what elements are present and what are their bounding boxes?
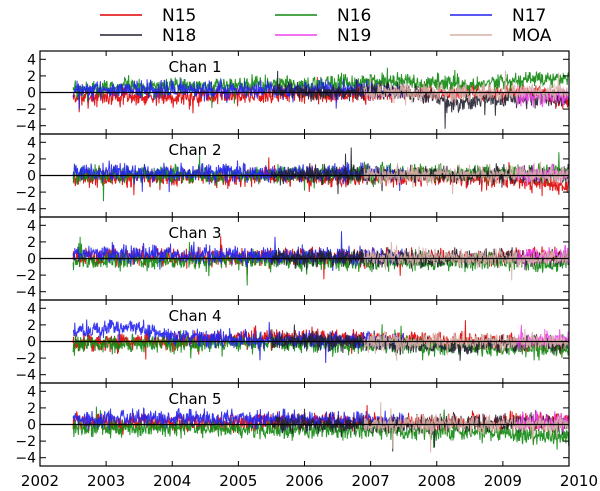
- panel-5: 420−2−4 Chan 5: [15, 382, 570, 467]
- series-n16: [72, 406, 569, 450]
- plot-area: [72, 67, 569, 129]
- panel-title: Chan 4: [169, 307, 222, 325]
- series-n19: [515, 163, 569, 186]
- x-tick-label: 2009: [484, 472, 522, 490]
- legend-item-n16: N16: [275, 6, 371, 26]
- y-tick-label: 2: [27, 235, 36, 251]
- y-tick-label: −4: [15, 202, 36, 218]
- series-n17: [72, 160, 405, 193]
- series-n17: [72, 231, 405, 271]
- legend-label: MOA: [512, 26, 552, 46]
- y-tick-label: 2: [27, 152, 36, 168]
- y-tick-label: 0: [27, 335, 36, 351]
- x-tick-label: 2010: [560, 472, 598, 490]
- x-tick-label: 2008: [418, 472, 456, 490]
- y-tick-label: 0: [27, 252, 36, 268]
- y-tick-label: −4: [15, 119, 36, 135]
- y-tick-label: −4: [15, 285, 36, 301]
- y-tick-label: 4: [27, 218, 36, 234]
- x-tick-label: 2006: [285, 472, 323, 490]
- y-tick-label: 2: [27, 69, 36, 85]
- x-axis: 2002 2003 2004 2005 2006 2007 2008 2009 2010: [21, 472, 598, 490]
- panel-4: 420−2−4 Chan 4: [15, 299, 570, 384]
- series-n16: [72, 324, 569, 361]
- y-tick-label: −2: [15, 268, 36, 284]
- plot-area: [72, 231, 569, 286]
- panel-1: 420−2−4 Chan 1: [15, 50, 570, 135]
- y-tick-label: −4: [15, 368, 36, 384]
- x-tick-label: 2002: [21, 472, 59, 490]
- legend-item-n18: N18: [100, 26, 196, 46]
- legend-item-moa: MOA: [450, 26, 552, 46]
- legend-label: N17: [512, 6, 546, 26]
- legend: N15 N16 N17 N18 N19 MOA: [100, 6, 552, 46]
- x-tick-label: 2005: [219, 472, 257, 490]
- y-tick-label: 0: [27, 169, 36, 185]
- legend-label: N15: [162, 6, 196, 26]
- y-tick-label: 4: [27, 135, 36, 151]
- legend-label: N18: [162, 26, 196, 46]
- legend-label: N19: [337, 26, 371, 46]
- y-tick-label: −4: [15, 451, 36, 467]
- panel-3: 420−2−4 Chan 3: [15, 216, 570, 301]
- panel-title: Chan 3: [169, 224, 222, 242]
- x-tick-label: 2004: [153, 472, 191, 490]
- y-tick-label: 4: [27, 301, 36, 317]
- y-tick-label: −2: [15, 351, 36, 367]
- y-tick-label: 4: [27, 52, 36, 68]
- series-moa: [363, 241, 569, 281]
- plot-area: [72, 402, 569, 453]
- legend-item-n15: N15: [100, 6, 196, 26]
- legend-label: N16: [337, 6, 371, 26]
- legend-item-n17: N17: [450, 6, 546, 26]
- x-tick-label: 2003: [87, 472, 125, 490]
- panel-title: Chan 5: [169, 390, 222, 408]
- panel-title: Chan 1: [169, 58, 222, 76]
- x-tick-label: 2007: [352, 472, 390, 490]
- y-tick-label: −2: [15, 185, 36, 201]
- series-moa: [363, 161, 569, 195]
- y-tick-label: 2: [27, 401, 36, 417]
- y-tick-label: 4: [27, 384, 36, 400]
- panel-title: Chan 2: [169, 141, 222, 159]
- y-tick-label: −2: [15, 102, 36, 118]
- plot-area: [72, 147, 569, 202]
- y-tick-label: −2: [15, 434, 36, 450]
- legend-item-n19: N19: [275, 26, 371, 46]
- panel-2: 420−2−4 Chan 2: [15, 133, 570, 218]
- y-tick-label: 0: [27, 86, 36, 102]
- y-tick-label: 0: [27, 418, 36, 434]
- y-tick-label: 2: [27, 318, 36, 334]
